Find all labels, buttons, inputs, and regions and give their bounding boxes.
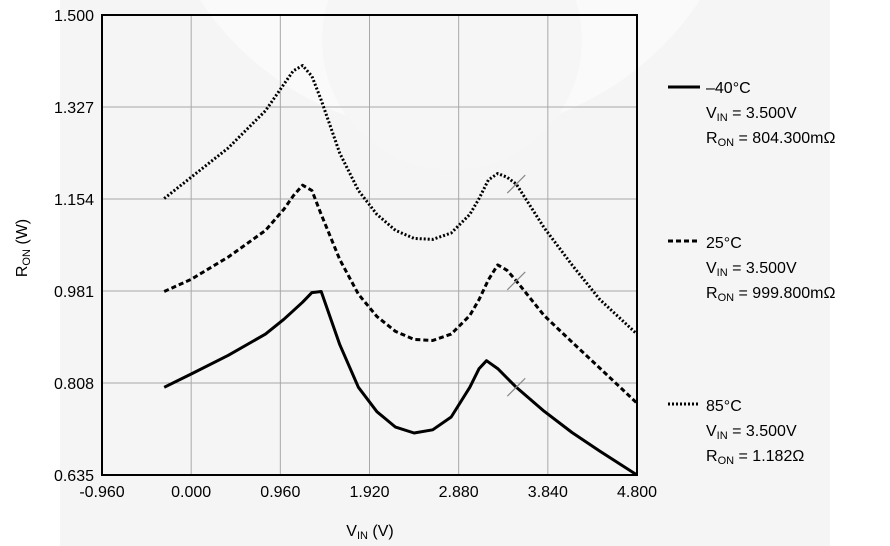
x-tick-label: 4.800 bbox=[617, 484, 657, 501]
legend-series-name-2: 25°C bbox=[706, 235, 742, 252]
y-tick-label: 1.154 bbox=[54, 192, 94, 209]
y-axis-title: RON (W) bbox=[14, 219, 33, 277]
tick-labels: -0.960 0.000 0.960 1.920 2.880 3.840 4.800 0.63… bbox=[54, 8, 657, 501]
x-tick-label: 0.960 bbox=[260, 484, 300, 501]
x-tick-label: -0.960 bbox=[79, 484, 124, 501]
cursor-mark-1 bbox=[506, 377, 526, 397]
grid bbox=[102, 15, 637, 475]
legend-ron-2: RON = 999.800mΩ bbox=[706, 285, 835, 304]
legend-vin-2: VIN = 3.500V bbox=[706, 260, 797, 279]
series-line-2 bbox=[163, 183, 639, 405]
legend-item-2: 25°C VIN = 3.500V RON = 999.800mΩ bbox=[668, 235, 835, 304]
series-line-3 bbox=[163, 64, 639, 336]
y-tick-label: 1.500 bbox=[54, 8, 94, 25]
cursor-marks bbox=[506, 174, 526, 397]
y-tick-label: 0.635 bbox=[54, 468, 94, 485]
legend-vin-3: VIN = 3.500V bbox=[706, 423, 797, 442]
legend-series-name-3: 85°C bbox=[706, 398, 742, 415]
y-tick-label: 0.808 bbox=[54, 376, 94, 393]
cursor-mark-2 bbox=[506, 271, 526, 291]
x-tick-label: 2.880 bbox=[439, 484, 479, 501]
y-tick-label: 1.327 bbox=[54, 100, 94, 117]
legend-ron-1: RON = 804.300mΩ bbox=[706, 130, 835, 149]
legend-ron-3: RON = 1.182Ω bbox=[706, 448, 804, 467]
x-tick-label: 0.000 bbox=[171, 484, 211, 501]
x-axis-title: VIN (V) bbox=[346, 523, 393, 542]
plot-frame bbox=[101, 14, 638, 476]
x-tick-label: 1.920 bbox=[349, 484, 389, 501]
legend-vin-1: VIN = 3.500V bbox=[706, 105, 797, 124]
y-tick-label: 0.981 bbox=[54, 284, 94, 301]
cursor-mark-3 bbox=[506, 174, 526, 194]
x-tick-label: 3.840 bbox=[528, 484, 568, 501]
legend: –40°C VIN = 3.500V RON = 804.300mΩ 25°C … bbox=[668, 80, 835, 467]
legend-item-1: –40°C VIN = 3.500V RON = 804.300mΩ bbox=[668, 80, 835, 149]
legend-series-name-1: –40°C bbox=[706, 80, 751, 97]
legend-item-3: 85°C VIN = 3.500V RON = 1.182Ω bbox=[668, 398, 804, 467]
